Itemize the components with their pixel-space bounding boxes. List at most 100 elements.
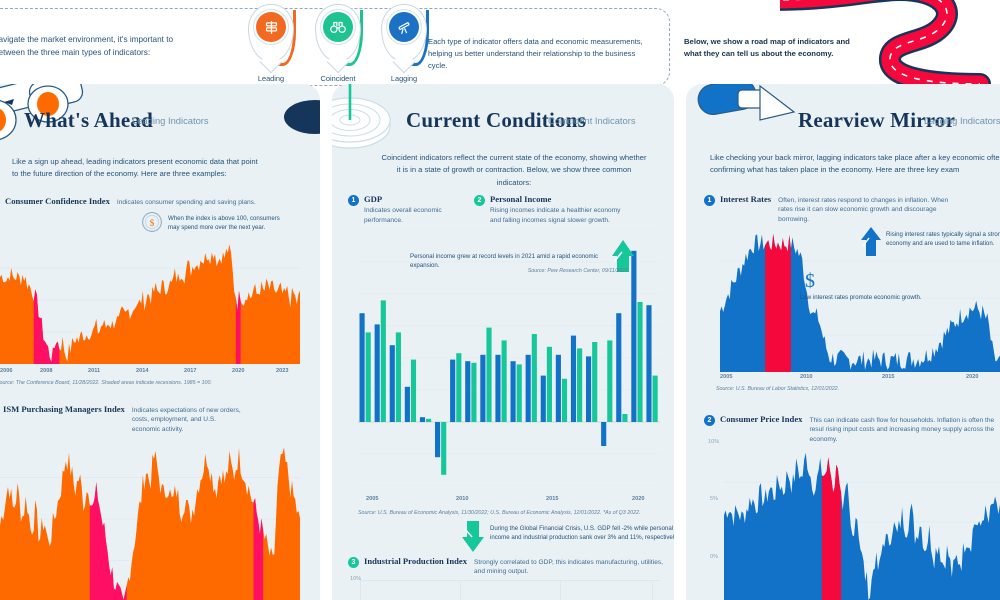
signpost-icon: [256, 12, 286, 42]
indicator-name: Consumer Price Index: [720, 414, 803, 424]
dollar-icon: $: [805, 270, 815, 292]
ytick: 0%: [710, 554, 719, 560]
indicator-name: Industrial Production Index: [364, 556, 467, 566]
arrow-up-icon: [861, 227, 881, 256]
chart-ism-pmi: [0, 436, 300, 600]
pin-ring-leading: [253, 9, 289, 45]
arrow-up-icon: [612, 240, 634, 272]
panel-lagging-indicators: Rearview Mirror Lagging Indicators Like …: [686, 84, 1000, 600]
xtick: 2006: [0, 368, 13, 374]
pin-ring-coincident: [320, 9, 356, 45]
pin-tail-coincident: [341, 10, 363, 66]
page-title-leading: What's Ahead: [24, 108, 154, 132]
page-title-coincident: Current Conditions: [406, 108, 586, 132]
gridline: [460, 580, 461, 600]
gridline: [560, 580, 561, 600]
callout-low-rates: Low interest rates promote economic grow…: [800, 294, 922, 301]
indicator-interest-rates: 1 Interest Rates Often, interest rates r…: [704, 194, 1000, 225]
pin-label-lagging: Lagging: [390, 74, 418, 83]
panel-description-lagging: Like checking your back mirror, lagging …: [710, 153, 1000, 175]
top-right-text: Below, we show a road map of indicators …: [684, 37, 850, 59]
xtick: 2015: [882, 374, 895, 380]
indicator-cpi: 2 Consumer Price Index This can indicate…: [704, 414, 1000, 445]
binoculars-icon: [0, 84, 84, 140]
pin-tail-leading: [274, 10, 296, 66]
gridline: [652, 580, 653, 600]
pin-tail-lagging: [407, 10, 429, 66]
pin-label-leading: Leading: [257, 74, 285, 83]
ytick: 10%: [350, 576, 362, 582]
target-icon: [332, 84, 391, 149]
xtick: 2008: [40, 368, 53, 374]
callout-rising-rates: Rising interest rates typically signal a…: [886, 231, 1000, 248]
callout-source-pew: Source: Pew Research Center, 09/11/2021: [527, 268, 628, 274]
indicator-ism-pmi: ISM Purchasing Managers Index Indicates …: [0, 404, 242, 435]
indicator-desc: Indicates consumer spending and saving p…: [116, 198, 256, 206]
chart-interest-rates: [720, 224, 1000, 372]
svg-text:$: $: [805, 270, 815, 292]
indicator-gdp: 1 GDP Indicates overall economic perform…: [348, 194, 478, 226]
callout-personal-income-growth: Personal income grew at record levels in…: [410, 253, 598, 270]
xtick: 2015: [546, 496, 559, 502]
xtick: 2010: [456, 496, 469, 502]
indicator-desc: Indicates overall economic performance.: [364, 207, 442, 224]
rearview-mirror-icon: [697, 84, 796, 121]
indicator-number: 3: [348, 556, 359, 568]
intro-text: navigate the market environment, it's im…: [0, 35, 174, 57]
indicator-name: GDP: [364, 194, 383, 204]
page-subtitle-leading: Leading Indicators: [132, 115, 209, 126]
indicator-name: Consumer Confidence Index: [5, 196, 110, 206]
xtick: 2005: [366, 496, 379, 502]
xtick: 2023: [276, 368, 289, 374]
indicator-desc: Strongly correlated to GDP, this indicat…: [474, 558, 663, 576]
coin-icon: $: [142, 212, 162, 232]
telescope-icon: [389, 12, 419, 42]
xtick: 2005: [720, 374, 733, 380]
xtick: 2020: [232, 368, 245, 374]
indicator-desc: Often, interest rates respond to changes…: [778, 196, 949, 224]
pin-ring-lagging: [386, 9, 422, 45]
panel-description-leading: Like a sign up ahead, leading indicators…: [12, 157, 258, 179]
indicator-number: 1: [348, 194, 359, 206]
xtick: 2011: [88, 368, 101, 374]
chart-consumer-price-index: [724, 442, 1000, 600]
callout-gfc: During the Global Financial Crisis, U.S.…: [490, 525, 674, 542]
indicator-desc: Indicates expectations of new orders, co…: [131, 406, 241, 434]
callout-consumer-confidence: When the index is above 100, consumers m…: [168, 215, 280, 232]
pin-lagging[interactable]: Lagging: [373, 4, 435, 83]
xtick: 2010: [800, 374, 813, 380]
panel-leading-indicators: What's Ahead Leading Indicators Like a s…: [0, 84, 320, 600]
indicator-desc: Rising incomes indicate a healthier econ…: [490, 207, 621, 224]
top-middle-text: Each type of indicator offers data and e…: [428, 37, 643, 71]
source-coincident: Source: U.S. Bureau of Economic Analysis…: [358, 510, 641, 516]
binoculars-icon: [323, 12, 353, 42]
svg-text:$: $: [150, 218, 155, 228]
panel-description-coincident: Coincident indicators reflect the curren…: [381, 153, 647, 187]
arrow-down-icon: [462, 521, 484, 552]
indicator-number: 1: [704, 194, 715, 206]
indicator-name: ISM Purchasing Managers Index: [3, 404, 125, 414]
indicator-consumer-confidence: Consumer Confidence Index Indicates cons…: [0, 196, 256, 207]
indicator-personal-income: 2 Personal Income Rising incomes indicat…: [474, 194, 634, 226]
xtick: 2014: [136, 368, 149, 374]
ytick: 10%: [708, 439, 720, 445]
indicator-name: Personal Income: [490, 194, 552, 204]
top-band: navigate the market environment, it's im…: [0, 0, 1000, 92]
page-title-lagging: Rearview Mirror: [798, 108, 956, 132]
indicator-desc: This can indicate cash flow for househol…: [809, 416, 995, 444]
xtick: 2020: [632, 496, 645, 502]
pin-coincident[interactable]: Coincident: [307, 4, 369, 83]
ytick: 5%: [710, 496, 719, 502]
road-graphic: [780, 0, 991, 92]
pin-leading[interactable]: Leading: [240, 4, 302, 83]
source-interest-rates: Source: U.S. Bureau of Labor Statistics,…: [716, 386, 840, 392]
indicator-industrial-production: 3 Industrial Production Index Strongly c…: [348, 556, 674, 577]
xtick: 2017: [184, 368, 197, 374]
indicator-number: 2: [704, 414, 715, 426]
gridline: [360, 580, 361, 600]
page-subtitle-coincident: Coincident Indicators: [548, 115, 636, 126]
source-consumer-confidence: Source: The Conference Board, 11/28/2022…: [0, 380, 212, 386]
chart-consumer-confidence: [0, 236, 300, 364]
xtick: 2020: [966, 374, 979, 380]
page-subtitle-lagging: Lagging Indicators: [924, 115, 1000, 126]
